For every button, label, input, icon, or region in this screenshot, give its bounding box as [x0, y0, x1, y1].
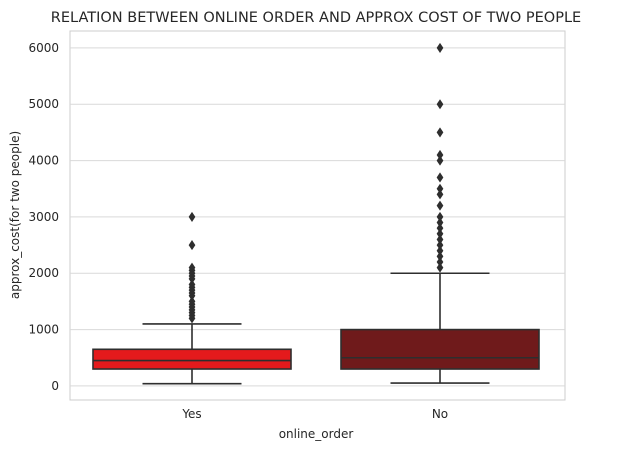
outlier-point: [436, 183, 444, 194]
x-tick-label: No: [432, 407, 448, 421]
y-tick-label: 1000: [28, 323, 59, 337]
outlier-point: [436, 127, 444, 138]
outlier-point: [188, 279, 196, 290]
y-tick-label: 4000: [28, 154, 59, 168]
chart-title: RELATION BETWEEN ONLINE ORDER AND APPROX…: [51, 10, 581, 26]
outlier-point: [188, 240, 196, 251]
y-tick-label: 0: [51, 379, 59, 393]
y-tick-label: 6000: [28, 41, 59, 55]
outlier-point: [436, 228, 444, 239]
outlier-point: [188, 296, 196, 307]
outlier-point: [436, 42, 444, 53]
box-group-no: [340, 42, 540, 384]
outlier-point: [436, 245, 444, 256]
outlier-point: [436, 172, 444, 183]
y-axis-ticks: 0 1000 2000 3000 4000 5000 6000: [28, 41, 59, 393]
outlier-point: [436, 217, 444, 228]
outlier-point: [436, 155, 444, 166]
outlier-point: [436, 149, 444, 160]
outlier-point: [436, 251, 444, 262]
outlier-point: [436, 99, 444, 110]
box-group-yes: [92, 211, 292, 385]
outlier-point: [436, 223, 444, 234]
y-axis-label: approx_cost(for two people): [8, 131, 22, 299]
outlier-point: [436, 256, 444, 268]
outlier-point: [188, 211, 196, 222]
outlier-point: [436, 234, 444, 245]
iqr-box: [340, 328, 540, 370]
outlier-point: [188, 262, 196, 273]
y-tick-label: 3000: [28, 210, 59, 224]
outlier-point: [436, 262, 444, 273]
outlier-point: [436, 189, 444, 200]
y-tick-label: 2000: [28, 266, 59, 280]
x-axis-label: online_order: [279, 427, 354, 441]
outlier-point: [436, 211, 444, 222]
outlier-point: [436, 200, 444, 211]
boxes: [92, 42, 540, 385]
x-axis-ticks: Yes No: [181, 407, 448, 421]
y-tick-label: 5000: [28, 97, 59, 111]
iqr-box: [92, 348, 292, 370]
x-tick-label: Yes: [181, 407, 201, 421]
outlier-point: [436, 240, 444, 251]
